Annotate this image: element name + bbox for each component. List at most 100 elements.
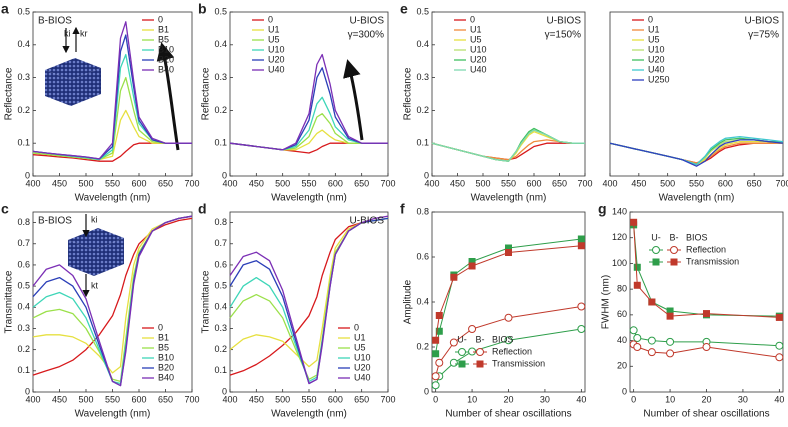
x-tick-label: 500: [275, 178, 290, 188]
x-tick-label: 600: [131, 394, 146, 404]
legend-marker: [670, 246, 678, 254]
x-tick-label: 450: [450, 178, 465, 188]
legend-marker: [652, 246, 660, 254]
legend-label: U1: [354, 332, 366, 342]
annotation: B-BIOS: [38, 16, 72, 27]
x-tick-label: 500: [78, 178, 93, 188]
y-tick-label: 0.2: [416, 105, 429, 115]
x-tick-label: 650: [158, 394, 173, 404]
y-tick-label: 60: [617, 309, 627, 319]
series-line: [609, 139, 784, 167]
y-tick-label: 0.4: [416, 296, 429, 306]
data-point: [435, 358, 444, 367]
data-point: [449, 358, 458, 367]
data-point: [633, 263, 641, 271]
series-line: [609, 140, 784, 166]
y-tick-label: 0.3: [416, 72, 429, 82]
legend-label: U20: [470, 54, 487, 64]
data-point: [702, 343, 711, 351]
data-point: [577, 302, 586, 311]
x-tick-label: 550: [105, 178, 120, 188]
x-axis-label: Wavelength (nm): [659, 193, 735, 204]
series-line: [32, 215, 193, 387]
x-tick-label: 700: [380, 394, 395, 404]
legend-label: B5: [158, 34, 169, 44]
legend-label: U5: [470, 34, 482, 44]
x-tick-label: 400: [602, 178, 617, 188]
y-tick-label: 0: [25, 386, 30, 396]
x-tick-label: 500: [660, 178, 675, 188]
data-point: [577, 242, 585, 250]
x-tick-label: 400: [424, 178, 439, 188]
y-tick-label: 0.1: [214, 138, 227, 148]
legend-label: Transmission: [492, 358, 545, 368]
x-tick-label: 650: [354, 178, 369, 188]
annotation: γ=300%: [348, 30, 385, 41]
series-line: [609, 142, 783, 164]
legend-label: B1: [158, 332, 169, 342]
inset-label: ki: [64, 28, 71, 38]
data-point: [666, 349, 675, 358]
data-point: [775, 353, 784, 362]
legend-label: U5: [648, 34, 660, 44]
x-tick-label: 650: [354, 394, 369, 404]
y-tick-label: 0: [622, 386, 627, 396]
series-line: [229, 67, 388, 151]
y-tick-label: 0: [222, 170, 227, 180]
y-axis-label: Amplitude: [403, 279, 414, 324]
y-axis-label: Reflectance: [4, 67, 15, 120]
x-tick-label: 10: [467, 394, 477, 404]
legend-label: U1: [470, 24, 482, 34]
x-tick-label: 700: [775, 178, 788, 188]
y-tick-label: 0.4: [17, 302, 30, 312]
legend-label: U20: [268, 54, 285, 64]
legend-label: U40: [470, 64, 487, 74]
x-tick-label: 550: [301, 178, 316, 188]
x-tick-label: 500: [78, 394, 93, 404]
y-tick-label: 0: [222, 386, 227, 396]
y-tick-label: 0: [25, 170, 30, 180]
inset-cube-front: [68, 240, 94, 276]
inset-cube-side: [94, 238, 124, 276]
x-axis-label: Wavelength (nm): [75, 409, 151, 420]
x-tick-label: 450: [52, 394, 67, 404]
series-line: [32, 21, 192, 160]
series-line: [229, 129, 388, 151]
y-tick-label: 0: [424, 386, 429, 396]
data-point: [449, 338, 458, 347]
y-tick-label: 0.2: [214, 105, 227, 115]
series-line: [431, 131, 585, 162]
inset-cube-top: [68, 228, 124, 250]
data-point: [629, 326, 638, 335]
y-tick-label: 0.7: [214, 238, 227, 248]
series-line: [633, 222, 780, 318]
y-tick-label: 0: [424, 170, 429, 180]
y-tick-label: 0.4: [17, 39, 30, 49]
y-axis-label: Reflectance: [201, 67, 212, 120]
legend-label: U40: [354, 372, 371, 382]
x-tick-label: 400: [25, 178, 40, 188]
y-tick-label: 40: [617, 335, 627, 345]
series-line: [431, 127, 585, 162]
y-tick-label: 140: [612, 206, 627, 216]
y-axis-label: Transmittance: [4, 270, 15, 333]
legend-marker: [458, 360, 466, 368]
x-tick-label: 550: [501, 178, 516, 188]
y-axis-label: Transmittance: [201, 270, 212, 333]
x-tick-label: 550: [301, 394, 316, 404]
x-tick-label: 500: [475, 178, 490, 188]
legend-header: U-: [457, 334, 467, 344]
data-point: [647, 336, 656, 345]
data-point: [666, 337, 675, 346]
legend-marker: [476, 360, 484, 368]
legend-marker: [670, 258, 678, 266]
data-point: [633, 334, 642, 342]
data-point: [468, 325, 477, 333]
x-tick-label: 650: [747, 178, 762, 188]
x-tick-label: 600: [328, 178, 343, 188]
y-tick-label: 0.2: [416, 341, 429, 351]
y-tick-label: 0.4: [214, 302, 227, 312]
legend-label: U10: [354, 352, 371, 362]
x-tick-label: 40: [774, 394, 784, 404]
